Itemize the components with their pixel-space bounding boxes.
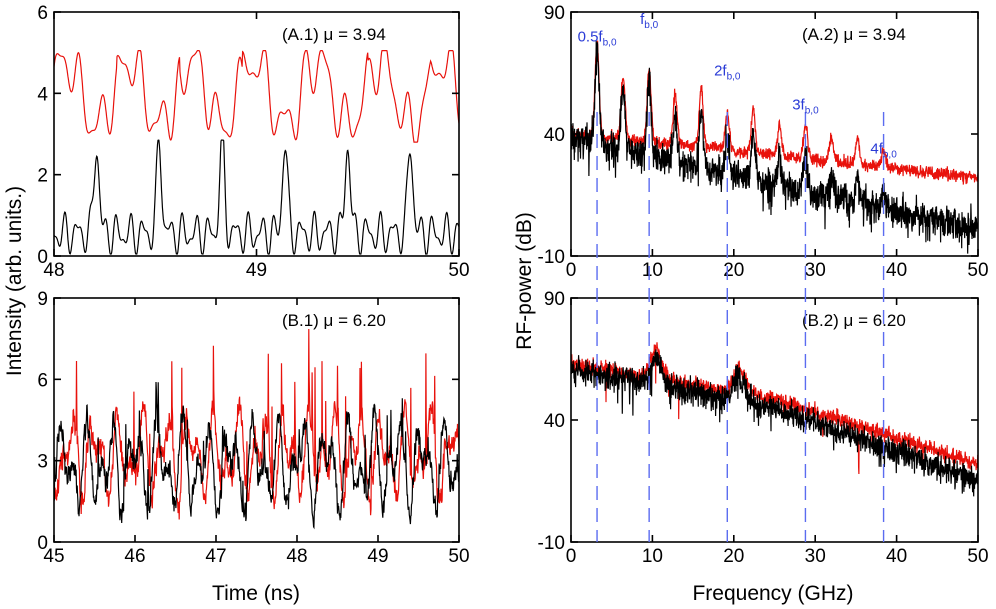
y-tick-label: 6 (37, 3, 48, 24)
y-tick-label: 2 (37, 166, 48, 187)
x-tick-label: 0 (566, 260, 577, 281)
panel-title: (B.1) μ = 6.20 (282, 311, 386, 330)
series-black-b2 (571, 349, 978, 497)
harmonic-marker-label: 3fb,0 (792, 97, 819, 117)
x-tick-label: 40 (886, 260, 907, 281)
plot-frame (570, 11, 979, 257)
panel-a1: 48 49 50 0 2 4 6 (A.1) μ = 3.94 (37, 3, 469, 281)
series-black-a1 (54, 139, 459, 255)
y-tick-label: -10 (538, 533, 565, 554)
x-tick-label: 48 (43, 260, 64, 281)
y-tick-label: 0 (37, 247, 48, 268)
x-tick-label: 49 (246, 260, 267, 281)
y-tick-label: 90 (544, 289, 565, 310)
y-tick-label: 40 (544, 125, 565, 146)
series-black-b1 (54, 381, 459, 530)
x-tick-label: 10 (642, 546, 663, 567)
plot-frame (53, 297, 460, 543)
harmonic-marker-label: 0.5fb,0 (578, 28, 617, 48)
harmonic-marker-label: 4fb,0 (870, 141, 897, 161)
x-tick-label: 47 (205, 546, 226, 567)
panel-b1: 45 46 47 48 49 50 0 3 6 9 (B.1) μ = 6.20 (37, 289, 469, 567)
y-tick-label: 3 (37, 452, 48, 473)
y-axis-label-right: RF-power (dB) (513, 212, 536, 350)
y-tick-label: 0 (37, 533, 48, 554)
panel-title: (B.2) μ = 6.20 (802, 311, 906, 330)
x-tick-label: 20 (723, 260, 744, 281)
panel-title: (A.1) μ = 3.94 (282, 25, 386, 44)
panel-title: (A.2) μ = 3.94 (802, 25, 906, 44)
series-black-a2 (571, 40, 978, 254)
x-axis-label-left: Time (ns) (212, 582, 300, 605)
x-tick-label: 46 (124, 546, 145, 567)
x-tick-label: 50 (967, 260, 988, 281)
x-tick-label: 49 (367, 546, 388, 567)
series-red-a1 (54, 50, 459, 143)
x-tick-label: 40 (886, 546, 907, 567)
y-tick-label: 9 (37, 289, 48, 310)
harmonic-marker-label: 2fb,0 (714, 62, 741, 82)
y-tick-label: 90 (544, 3, 565, 24)
y-tick-label: 4 (37, 84, 48, 105)
x-tick-label: 30 (805, 260, 826, 281)
plot-frame (570, 297, 979, 543)
y-tick-label: 40 (544, 411, 565, 432)
x-tick-label: 50 (967, 546, 988, 567)
x-tick-label: 20 (723, 546, 744, 567)
harmonic-markers: 0.5fb,0 fb,0 2fb,0 3fb,0 4fb,0 (578, 11, 897, 542)
x-tick-label: 50 (448, 546, 469, 567)
panel-b2: 0 10 20 30 40 50 -10 40 90 (B.2) μ = 6.20 (538, 289, 989, 567)
panel-a2: 0 10 20 30 40 50 -10 40 90 (A.2) μ = 3.94 (538, 3, 989, 281)
y-tick-label: -10 (538, 247, 565, 268)
x-tick-label: 10 (642, 260, 663, 281)
y-tick-label: 6 (37, 370, 48, 391)
y-axis-label-left: Intensity (arb. units.) (3, 186, 26, 376)
x-axis-label-right: Frequency (GHz) (692, 582, 853, 605)
x-tick-label: 50 (448, 260, 469, 281)
x-tick-label: 48 (286, 546, 307, 567)
x-tick-label: 0 (566, 546, 577, 567)
x-tick-label: 30 (805, 546, 826, 567)
harmonic-marker-label: fb,0 (640, 11, 659, 31)
x-tick-label: 45 (43, 546, 64, 567)
